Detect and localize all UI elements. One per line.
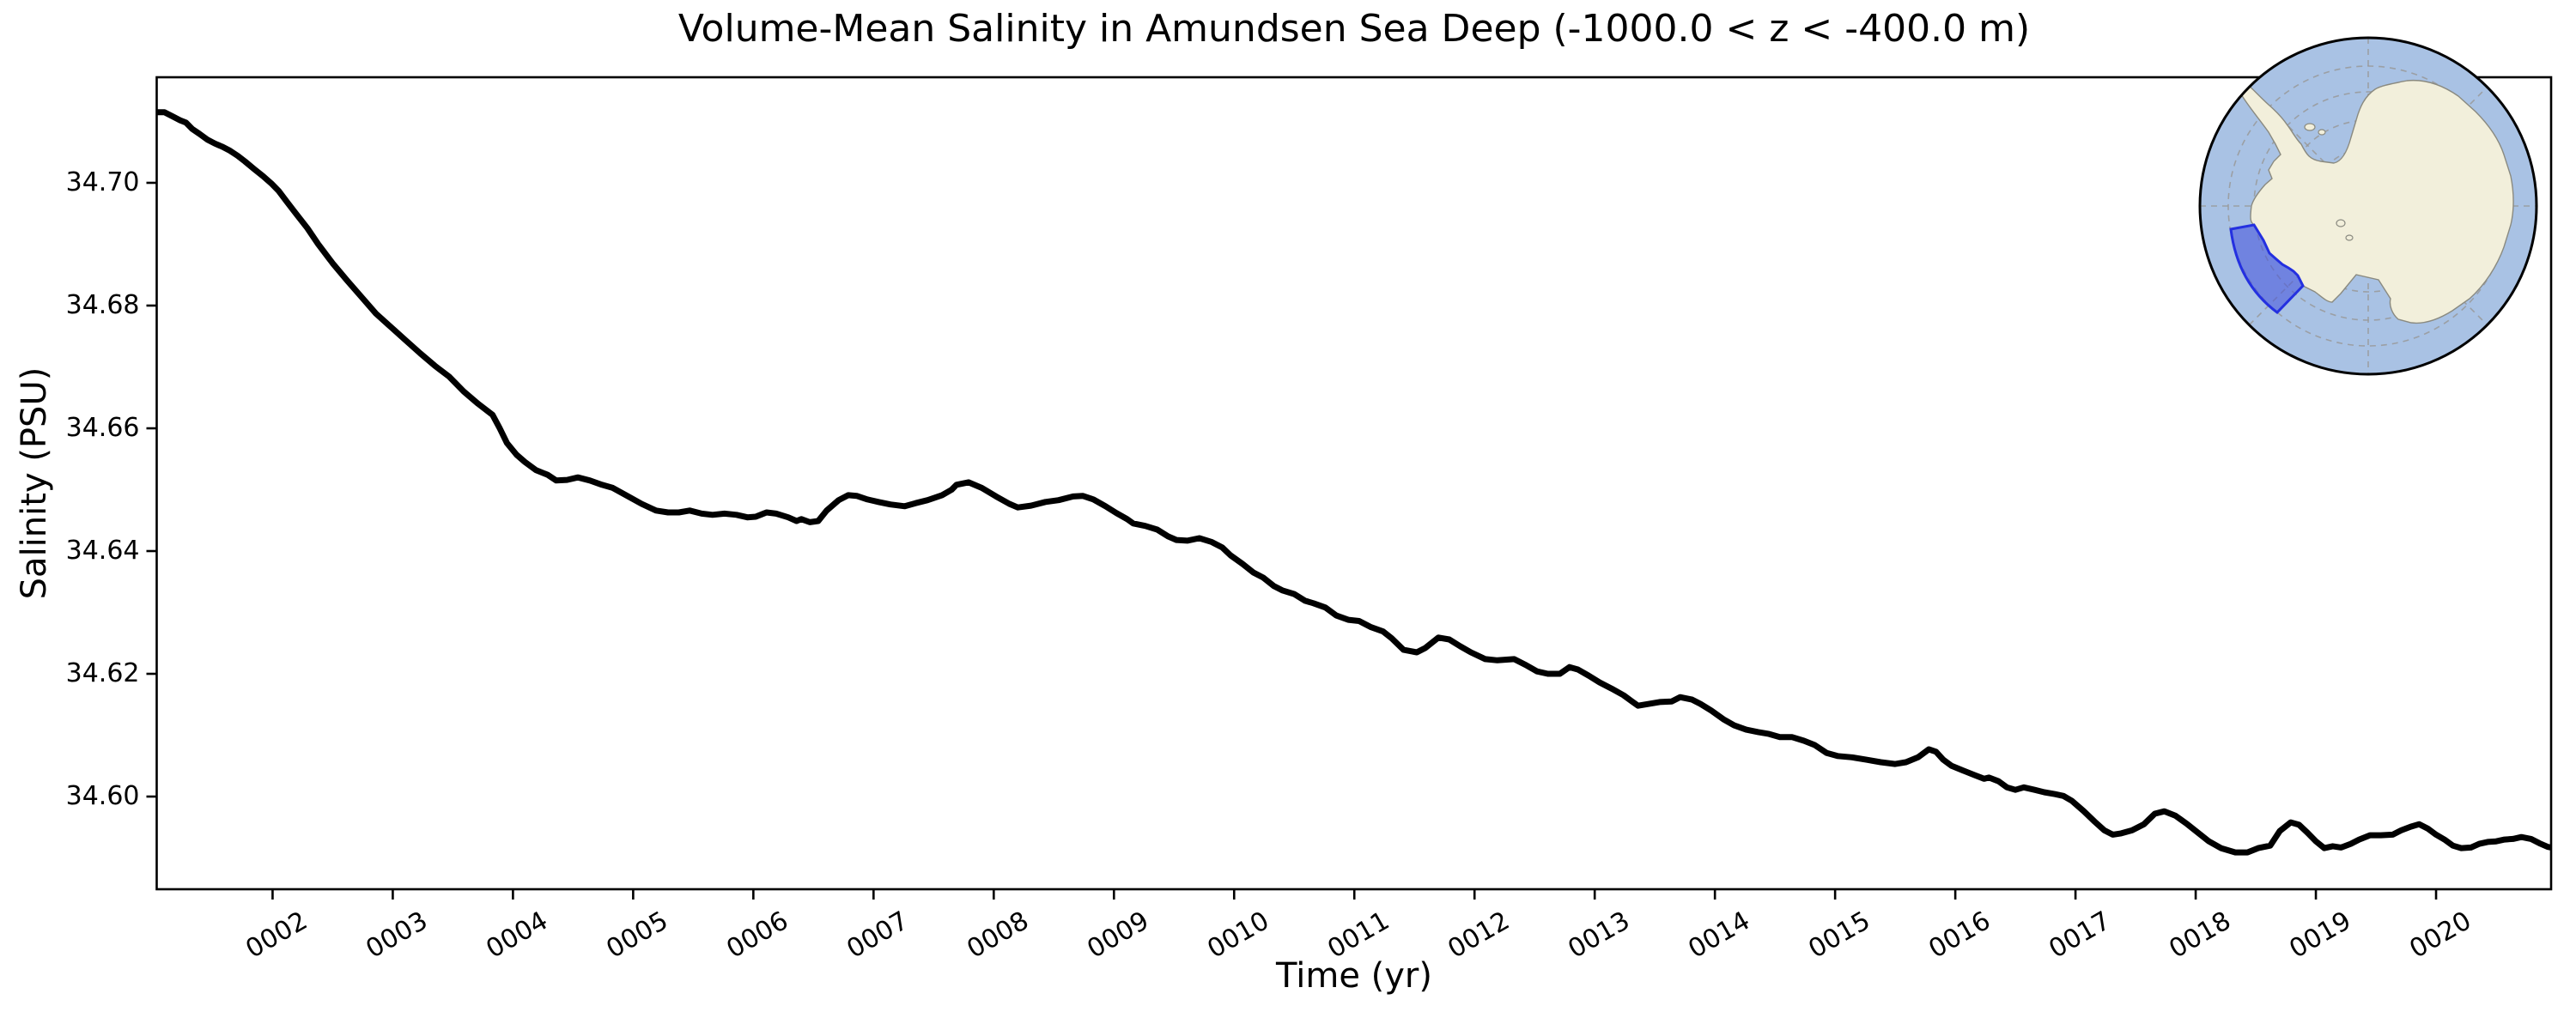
amundsen-sea-region-highlight bbox=[2229, 223, 2305, 314]
salinity-line bbox=[156, 109, 2551, 856]
y-tick-label: 34.62 bbox=[65, 658, 140, 689]
y-tick-label: 34.64 bbox=[65, 536, 140, 566]
y-tick-label: 34.68 bbox=[65, 289, 140, 320]
axis-ticks bbox=[146, 181, 2438, 900]
antarctica-landmass bbox=[2230, 74, 2514, 324]
y-tick-label: 34.70 bbox=[65, 167, 140, 197]
y-tick-label: 34.66 bbox=[65, 413, 140, 443]
axes-spines bbox=[155, 76, 2553, 891]
y-tick-label: 34.60 bbox=[65, 781, 140, 812]
x-axis-label: Time (yr) bbox=[1276, 956, 1432, 996]
chart-title: Volume-Mean Salinity in Amundsen Sea Dee… bbox=[677, 7, 2031, 51]
antarctica-inset-map bbox=[2198, 36, 2538, 376]
map-circle-border bbox=[2198, 36, 2538, 376]
